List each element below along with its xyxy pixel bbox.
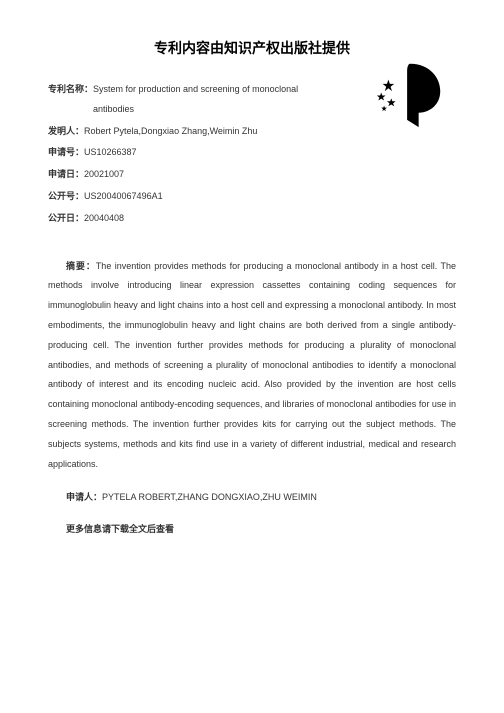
publisher-logo-icon bbox=[374, 58, 446, 130]
meta-pub-date: 公开日： 20040408 bbox=[48, 209, 456, 229]
pub-no-value: US20040067496A1 bbox=[84, 187, 163, 207]
abstract-block: 摘要：The invention provides methods for pr… bbox=[48, 257, 456, 475]
app-date-value: 20021007 bbox=[84, 165, 124, 185]
inventor-value: Robert Pytela,Dongxiao Zhang,Weimin Zhu bbox=[84, 122, 257, 142]
pub-date-label: 公开日： bbox=[48, 209, 84, 229]
inventor-label: 发明人： bbox=[48, 122, 84, 142]
pub-no-label: 公开号： bbox=[48, 187, 84, 207]
meta-app-date: 申请日： 20021007 bbox=[48, 165, 456, 185]
pub-date-value: 20040408 bbox=[84, 209, 124, 229]
meta-app-no: 申请号： US10266387 bbox=[48, 143, 456, 163]
abstract-text: The invention provides methods for produ… bbox=[48, 261, 456, 469]
meta-pub-no: 公开号： US20040067496A1 bbox=[48, 187, 456, 207]
more-info: 更多信息请下载全文后查看 bbox=[48, 522, 456, 535]
page-title: 专利内容由知识产权出版社提供 bbox=[48, 38, 456, 58]
app-no-value: US10266387 bbox=[84, 143, 137, 163]
applicant-label: 申请人： bbox=[66, 492, 102, 502]
patent-name-value: System for production and screening of m… bbox=[93, 80, 323, 120]
patent-name-label: 专利名称： bbox=[48, 80, 93, 120]
abstract-label: 摘要： bbox=[66, 261, 96, 271]
applicant-value: PYTELA ROBERT,ZHANG DONGXIAO,ZHU WEIMIN bbox=[102, 492, 317, 502]
app-no-label: 申请号： bbox=[48, 143, 84, 163]
app-date-label: 申请日： bbox=[48, 165, 84, 185]
applicant-block: 申请人：PYTELA ROBERT,ZHANG DONGXIAO,ZHU WEI… bbox=[48, 488, 456, 508]
